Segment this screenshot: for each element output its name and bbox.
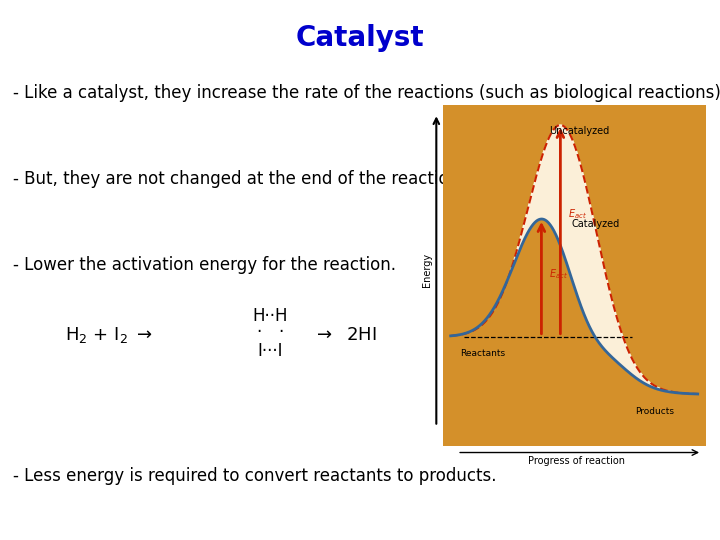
Text: Catalyst: Catalyst [296, 24, 424, 52]
Text: Catalyzed: Catalyzed [571, 219, 619, 230]
Text: I···I: I···I [257, 342, 283, 360]
Text: H··H: H··H [252, 307, 288, 325]
Text: - But, they are not changed at the end of the reaction.: - But, they are not changed at the end o… [13, 170, 464, 188]
Text: Energy: Energy [422, 253, 432, 287]
Text: H$_2$ + I$_2$ $\rightarrow$: H$_2$ + I$_2$ $\rightarrow$ [65, 325, 153, 345]
Text: Reactants: Reactants [459, 349, 505, 358]
Text: - Lower the activation energy for the reaction.: - Lower the activation energy for the re… [13, 256, 396, 274]
Text: ·: · [256, 323, 262, 341]
Text: - Like a catalyst, they increase the rate of the reactions (such as biological r: - Like a catalyst, they increase the rat… [13, 84, 720, 102]
Text: Products: Products [635, 407, 674, 416]
Text: E$_{act}$: E$_{act}$ [568, 207, 588, 221]
Text: $\rightarrow$  2HI: $\rightarrow$ 2HI [313, 326, 377, 344]
Text: ·: · [278, 323, 284, 341]
Text: Progress of reaction: Progress of reaction [528, 456, 624, 467]
Text: - Less energy is required to convert reactants to products.: - Less energy is required to convert rea… [13, 467, 497, 485]
Text: E$_{act}$: E$_{act}$ [549, 267, 568, 281]
Text: Uncatalyzed: Uncatalyzed [549, 126, 610, 136]
